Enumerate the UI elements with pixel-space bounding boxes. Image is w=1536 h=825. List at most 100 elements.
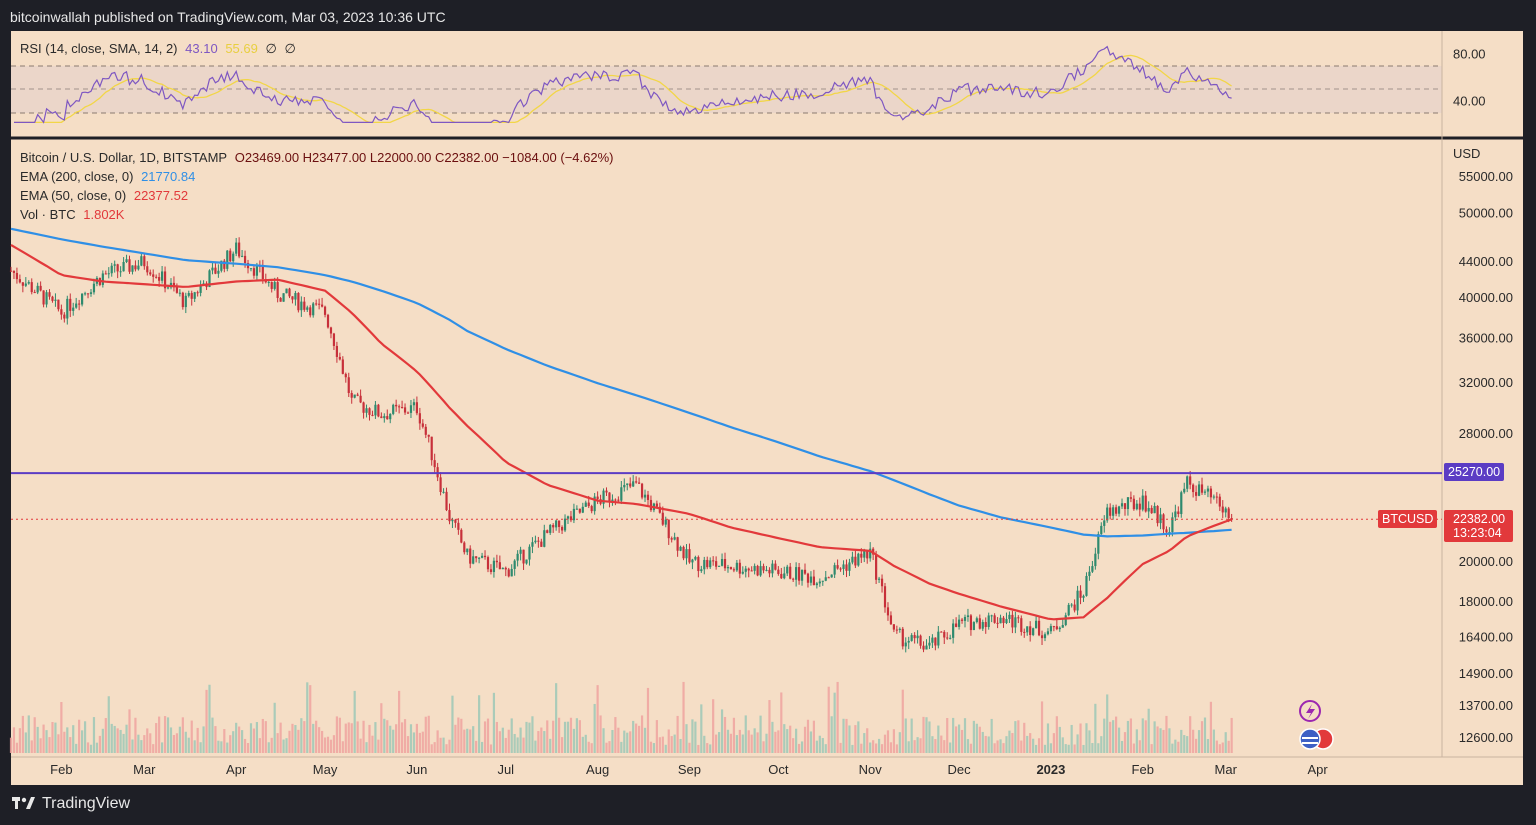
candle-body xyxy=(703,559,706,570)
candle-body xyxy=(643,494,647,498)
ohlc-values: O23469.00 H23477.00 L22000.00 C22382.00 … xyxy=(234,150,614,165)
candle-body xyxy=(771,563,774,574)
volume-legend: Vol · BTC 1.802K xyxy=(20,207,128,222)
candle-body xyxy=(866,551,869,559)
candle-body xyxy=(1126,497,1130,510)
volume-bar xyxy=(555,683,558,753)
candle-body xyxy=(1029,626,1032,636)
tradingview-logo[interactable]: TradingView xyxy=(12,795,130,813)
volume-bar xyxy=(694,721,697,753)
month-tick-label: Dec xyxy=(948,762,972,777)
candle-body xyxy=(1076,590,1079,611)
hidden-icon[interactable]: ∅ xyxy=(265,41,277,56)
volume-bar xyxy=(258,738,261,753)
candle-body xyxy=(963,616,967,621)
candle-body xyxy=(1153,505,1156,514)
volume-bar xyxy=(240,730,244,753)
volume-bar xyxy=(717,732,721,753)
candle-body xyxy=(789,566,792,579)
candle-body xyxy=(466,548,469,553)
candle-body xyxy=(715,561,718,567)
candle-body xyxy=(1037,620,1041,636)
candle-body xyxy=(827,577,830,579)
candle-body xyxy=(738,562,741,574)
volume-bar xyxy=(202,726,205,753)
candle-body xyxy=(937,631,940,646)
volume-bar xyxy=(1174,739,1177,753)
volume-bar xyxy=(1052,733,1055,753)
volume-bar xyxy=(880,744,884,753)
month-tick-label: Jul xyxy=(497,762,514,777)
volume-bar xyxy=(637,725,641,753)
volume-bar xyxy=(809,731,813,753)
volume-bar xyxy=(45,730,48,753)
candle-body xyxy=(350,393,353,398)
candle-body xyxy=(415,402,418,414)
volume-bar xyxy=(1046,723,1050,753)
volume-bar xyxy=(795,728,798,753)
candle-body xyxy=(578,508,581,513)
volume-bar xyxy=(1183,735,1186,753)
volume-bar xyxy=(797,743,801,753)
candle-body xyxy=(611,499,614,502)
price-tick-label: 55000.00 xyxy=(1459,169,1513,184)
candle-body xyxy=(558,520,561,527)
volume-bar xyxy=(646,687,650,753)
candle-body xyxy=(42,290,45,305)
candle-body xyxy=(51,296,54,301)
volume-bar xyxy=(839,742,842,753)
volume-bar xyxy=(30,740,33,753)
volume-bar xyxy=(392,729,395,753)
volume-bar xyxy=(1011,733,1014,753)
price-tick-label: 12600.00 xyxy=(1459,730,1513,745)
volume-bar xyxy=(1091,743,1094,753)
candle-body xyxy=(694,556,697,560)
volume-bar xyxy=(629,731,632,753)
candle-body xyxy=(623,484,626,488)
volume-bar xyxy=(931,736,934,753)
volume-bar xyxy=(993,743,996,753)
candle-body xyxy=(427,434,430,437)
candle-body xyxy=(140,256,143,266)
candle-body xyxy=(107,273,110,275)
volume-bar xyxy=(72,725,75,753)
volume-bar xyxy=(1135,729,1138,753)
candle-body xyxy=(214,267,217,274)
volume-bar xyxy=(581,736,584,753)
volume-bar xyxy=(1156,726,1159,753)
volume-bar xyxy=(984,735,987,753)
candle-body xyxy=(1156,505,1159,524)
candle-body xyxy=(679,546,682,551)
candle-body xyxy=(569,516,573,521)
event-icons[interactable] xyxy=(1299,700,1334,750)
volume-bar xyxy=(774,731,777,753)
volume-bar xyxy=(75,743,78,753)
main-legend-symbol: Bitcoin / U.S. Dollar, 1D, BITSTAMP O234… xyxy=(20,150,617,165)
candle-body xyxy=(1132,498,1135,510)
volume-bar xyxy=(246,742,250,753)
candle-body xyxy=(1221,506,1224,513)
volume-bar xyxy=(1076,734,1079,753)
volume-bar xyxy=(605,742,608,753)
volume-bar xyxy=(999,739,1002,753)
volume-bar xyxy=(463,729,466,753)
candle-body xyxy=(128,259,131,272)
candle-body xyxy=(883,586,887,608)
volume-bar xyxy=(886,730,890,753)
flag-stripes xyxy=(1302,737,1318,739)
volume-bar xyxy=(866,728,869,753)
candle-body xyxy=(1141,495,1144,510)
volume-bar xyxy=(510,718,513,753)
candle-body xyxy=(635,481,638,483)
volume-bar xyxy=(232,731,235,753)
symbol-tag: BTCUSD xyxy=(1378,510,1438,528)
volume-bar xyxy=(480,741,484,753)
volume-bar xyxy=(149,733,152,753)
volume-bar xyxy=(291,723,294,753)
volume-bar xyxy=(655,720,658,753)
hidden-icon-2[interactable]: ∅ xyxy=(284,41,296,56)
volume-bar xyxy=(611,730,614,753)
volume-bar xyxy=(386,720,389,753)
candle-body xyxy=(374,404,377,416)
